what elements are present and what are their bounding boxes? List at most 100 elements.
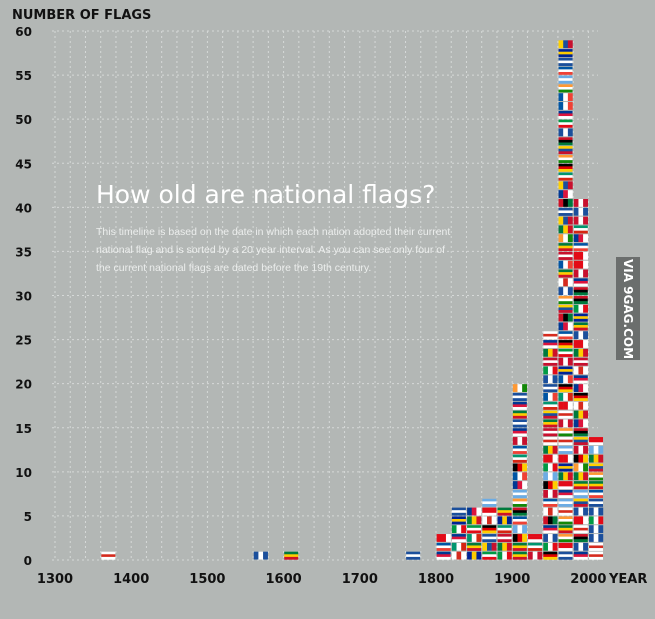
flag-stripe <box>558 177 573 181</box>
flag-stripe <box>543 407 558 410</box>
flag-stripe <box>512 424 527 428</box>
flag-stripe <box>558 437 573 440</box>
bar-1610 <box>284 551 299 560</box>
flag-stripe <box>456 525 462 534</box>
flag-stripe <box>558 310 573 313</box>
flag-stripe <box>482 512 497 516</box>
flag-stripe <box>456 542 462 551</box>
flag-stripe <box>558 351 573 355</box>
flag-stripe <box>482 527 497 531</box>
flag-stripe <box>583 401 588 410</box>
flag-stripe <box>512 392 527 396</box>
flag-stripe <box>583 454 588 463</box>
flag-stripe <box>573 384 579 392</box>
flag-stripe <box>471 534 477 542</box>
flag-stripe <box>512 495 527 498</box>
bar-2010 <box>589 437 604 560</box>
flag-stripe <box>573 430 588 434</box>
flag-stripe <box>573 269 579 278</box>
flag-stripe <box>476 534 482 542</box>
flag-stripe <box>578 472 584 481</box>
flag-stripe <box>573 481 588 484</box>
flag-stripe <box>512 448 527 452</box>
flag-stripe <box>482 556 497 560</box>
flag-stripe <box>451 525 457 534</box>
flag-stripe <box>578 304 584 313</box>
flag-stripe <box>263 551 268 560</box>
flag-stripe <box>558 269 573 273</box>
flag-stripe <box>512 489 527 493</box>
flag-stripe <box>558 472 564 481</box>
flag-stripe <box>451 536 466 540</box>
flag-stripe <box>558 274 573 278</box>
flag-stripe <box>558 199 564 207</box>
flag-stripe <box>528 545 543 549</box>
flag-stripe <box>522 472 528 481</box>
flag-stripe <box>558 495 573 498</box>
flag-stripe <box>552 348 558 357</box>
flag-stripe <box>567 199 573 207</box>
flag-stripe <box>512 525 518 534</box>
flag-stripe <box>573 280 588 284</box>
flag-stripe <box>567 190 573 199</box>
flag-stripe <box>547 507 553 516</box>
flag-stripe <box>543 345 558 349</box>
flag-stripe <box>558 481 573 484</box>
flag-stripe <box>284 551 299 555</box>
flag-stripe <box>578 542 584 551</box>
flag-stripe <box>461 525 467 534</box>
flag-stripe <box>502 516 508 525</box>
flag-stripe <box>512 410 527 414</box>
flag-stripe <box>451 519 466 522</box>
flag-stripe <box>583 331 588 340</box>
flag-stripe <box>589 492 604 496</box>
flag-stripe <box>512 401 527 405</box>
flag-stripe <box>558 401 564 410</box>
flag-stripe <box>583 260 588 269</box>
flag-stripe <box>512 419 527 423</box>
flag-stripe <box>558 551 573 555</box>
bar-1950 <box>543 331 558 560</box>
flag-stripe <box>558 260 564 269</box>
flag-stripe <box>543 481 549 489</box>
flag-stripe <box>487 542 492 551</box>
flag-stripe <box>558 498 573 502</box>
flag-stripe <box>573 483 588 487</box>
flag-stripe <box>543 340 558 343</box>
flag-stripe <box>547 392 553 401</box>
flag-stripe <box>543 389 558 393</box>
flag-stripe <box>436 554 451 558</box>
flag-stripe <box>558 172 573 176</box>
flag-stripe <box>567 216 573 225</box>
flag-stripe <box>573 318 588 322</box>
flag-stripe <box>573 278 588 282</box>
flag-stripe <box>512 521 527 525</box>
flag-stripe <box>558 333 573 337</box>
flag-stripe <box>528 539 543 543</box>
flag-stripe <box>543 516 549 525</box>
flag-stripe <box>506 551 512 560</box>
flag-stripe <box>558 60 573 64</box>
flag-stripe <box>547 489 553 498</box>
flag-stripe <box>578 445 584 454</box>
flag-stripe <box>543 551 558 555</box>
flag-stripe <box>558 225 564 234</box>
flag-stripe <box>573 539 588 543</box>
flag-stripe <box>573 260 579 269</box>
flag-stripe <box>558 354 573 357</box>
flag-stripe <box>573 554 588 558</box>
flag-stripe <box>593 525 599 534</box>
flag-stripe <box>598 454 604 463</box>
flag-stripe <box>467 542 482 546</box>
flag-stripe <box>547 375 553 384</box>
flag-stripe <box>578 251 584 260</box>
flag-stripe <box>467 527 482 531</box>
flag-stripe <box>512 534 518 542</box>
flag-stripe <box>578 463 584 472</box>
flag-stripe <box>589 545 604 549</box>
flag-stripe <box>512 492 527 496</box>
x-tick-label: 1600 <box>266 572 302 587</box>
bar-1830 <box>451 507 467 560</box>
flag-stripe <box>558 54 573 58</box>
flag-stripe <box>589 542 604 546</box>
